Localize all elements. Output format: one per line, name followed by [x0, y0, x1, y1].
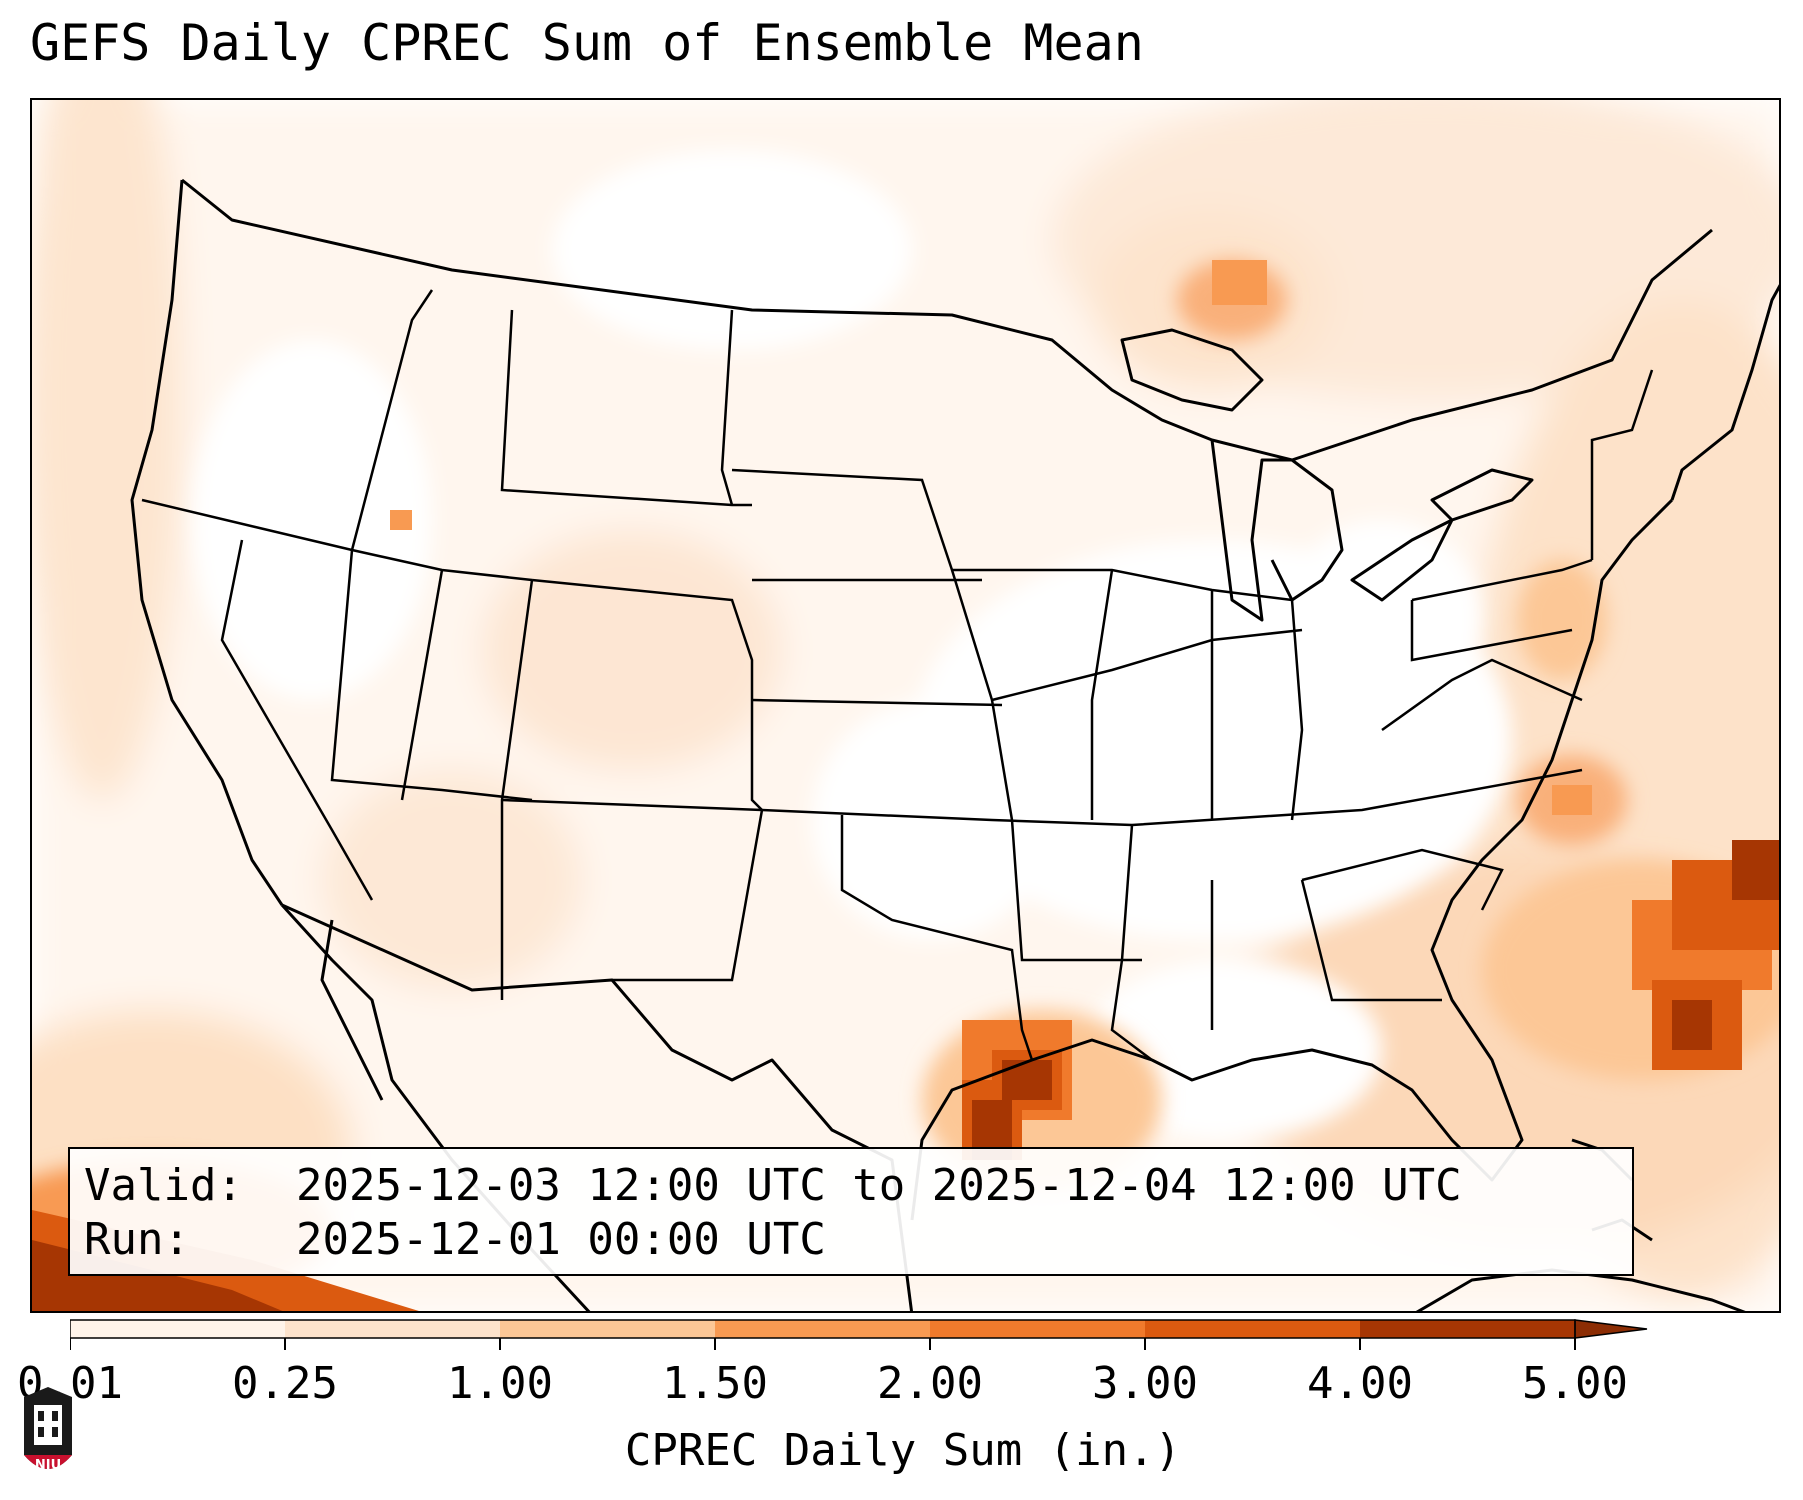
colorbar-segment — [1145, 1320, 1361, 1338]
colorbar-segment — [500, 1320, 716, 1338]
run-label: Run: — [84, 1214, 190, 1265]
niu-logo: NIU — [24, 1387, 72, 1473]
colorbar-segment — [715, 1320, 931, 1338]
colorbar-segment — [930, 1320, 1146, 1338]
valid-value: 2025-12-03 12:00 UTC to 2025-12-04 12:00… — [296, 1160, 1462, 1211]
run-value: 2025-12-01 00:00 UTC — [296, 1214, 826, 1265]
colorbar-segments — [70, 1319, 1648, 1339]
valid-label: Valid: — [84, 1160, 243, 1211]
colorbar-tick-label: 4.00 — [1307, 1358, 1413, 1409]
colorbar-tick-label: 2.00 — [877, 1358, 983, 1409]
colorbar-over-triangle — [1574, 1319, 1648, 1339]
colorbar-ticks — [70, 1338, 1576, 1350]
map-title: GEFS Daily CPREC Sum of Ensemble Mean — [30, 14, 1144, 72]
colorbar-tick-label: 0.25 — [232, 1358, 338, 1409]
logo-text: NIU — [35, 1458, 61, 1473]
colorbar-outline — [70, 1319, 1576, 1339]
state-borders — [141, 289, 1654, 1061]
colorbar-tick-label: 1.00 — [447, 1358, 553, 1409]
colorbar — [70, 1319, 1648, 1350]
colorbar-segment — [1360, 1320, 1576, 1338]
colorbar-segment — [70, 1320, 286, 1338]
map-svg — [32, 100, 1779, 1311]
run-line: Run: 2025-12-01 00:00 UTC — [84, 1213, 1618, 1267]
colorbar-tick-label: 3.00 — [1092, 1358, 1198, 1409]
run-info-box: Valid: 2025-12-03 12:00 UTC to 2025-12-04… — [68, 1147, 1634, 1276]
colorbar-tick-label: 1.50 — [662, 1358, 768, 1409]
colorbar-segment — [285, 1320, 501, 1338]
precipitation-map — [30, 98, 1781, 1313]
valid-line: Valid: 2025-12-03 12:00 UTC to 2025-12-04… — [84, 1159, 1618, 1213]
colorbar-tick-label: 5.00 — [1522, 1358, 1628, 1409]
colorbar-label: CPREC Daily Sum (in.) — [624, 1425, 1182, 1476]
